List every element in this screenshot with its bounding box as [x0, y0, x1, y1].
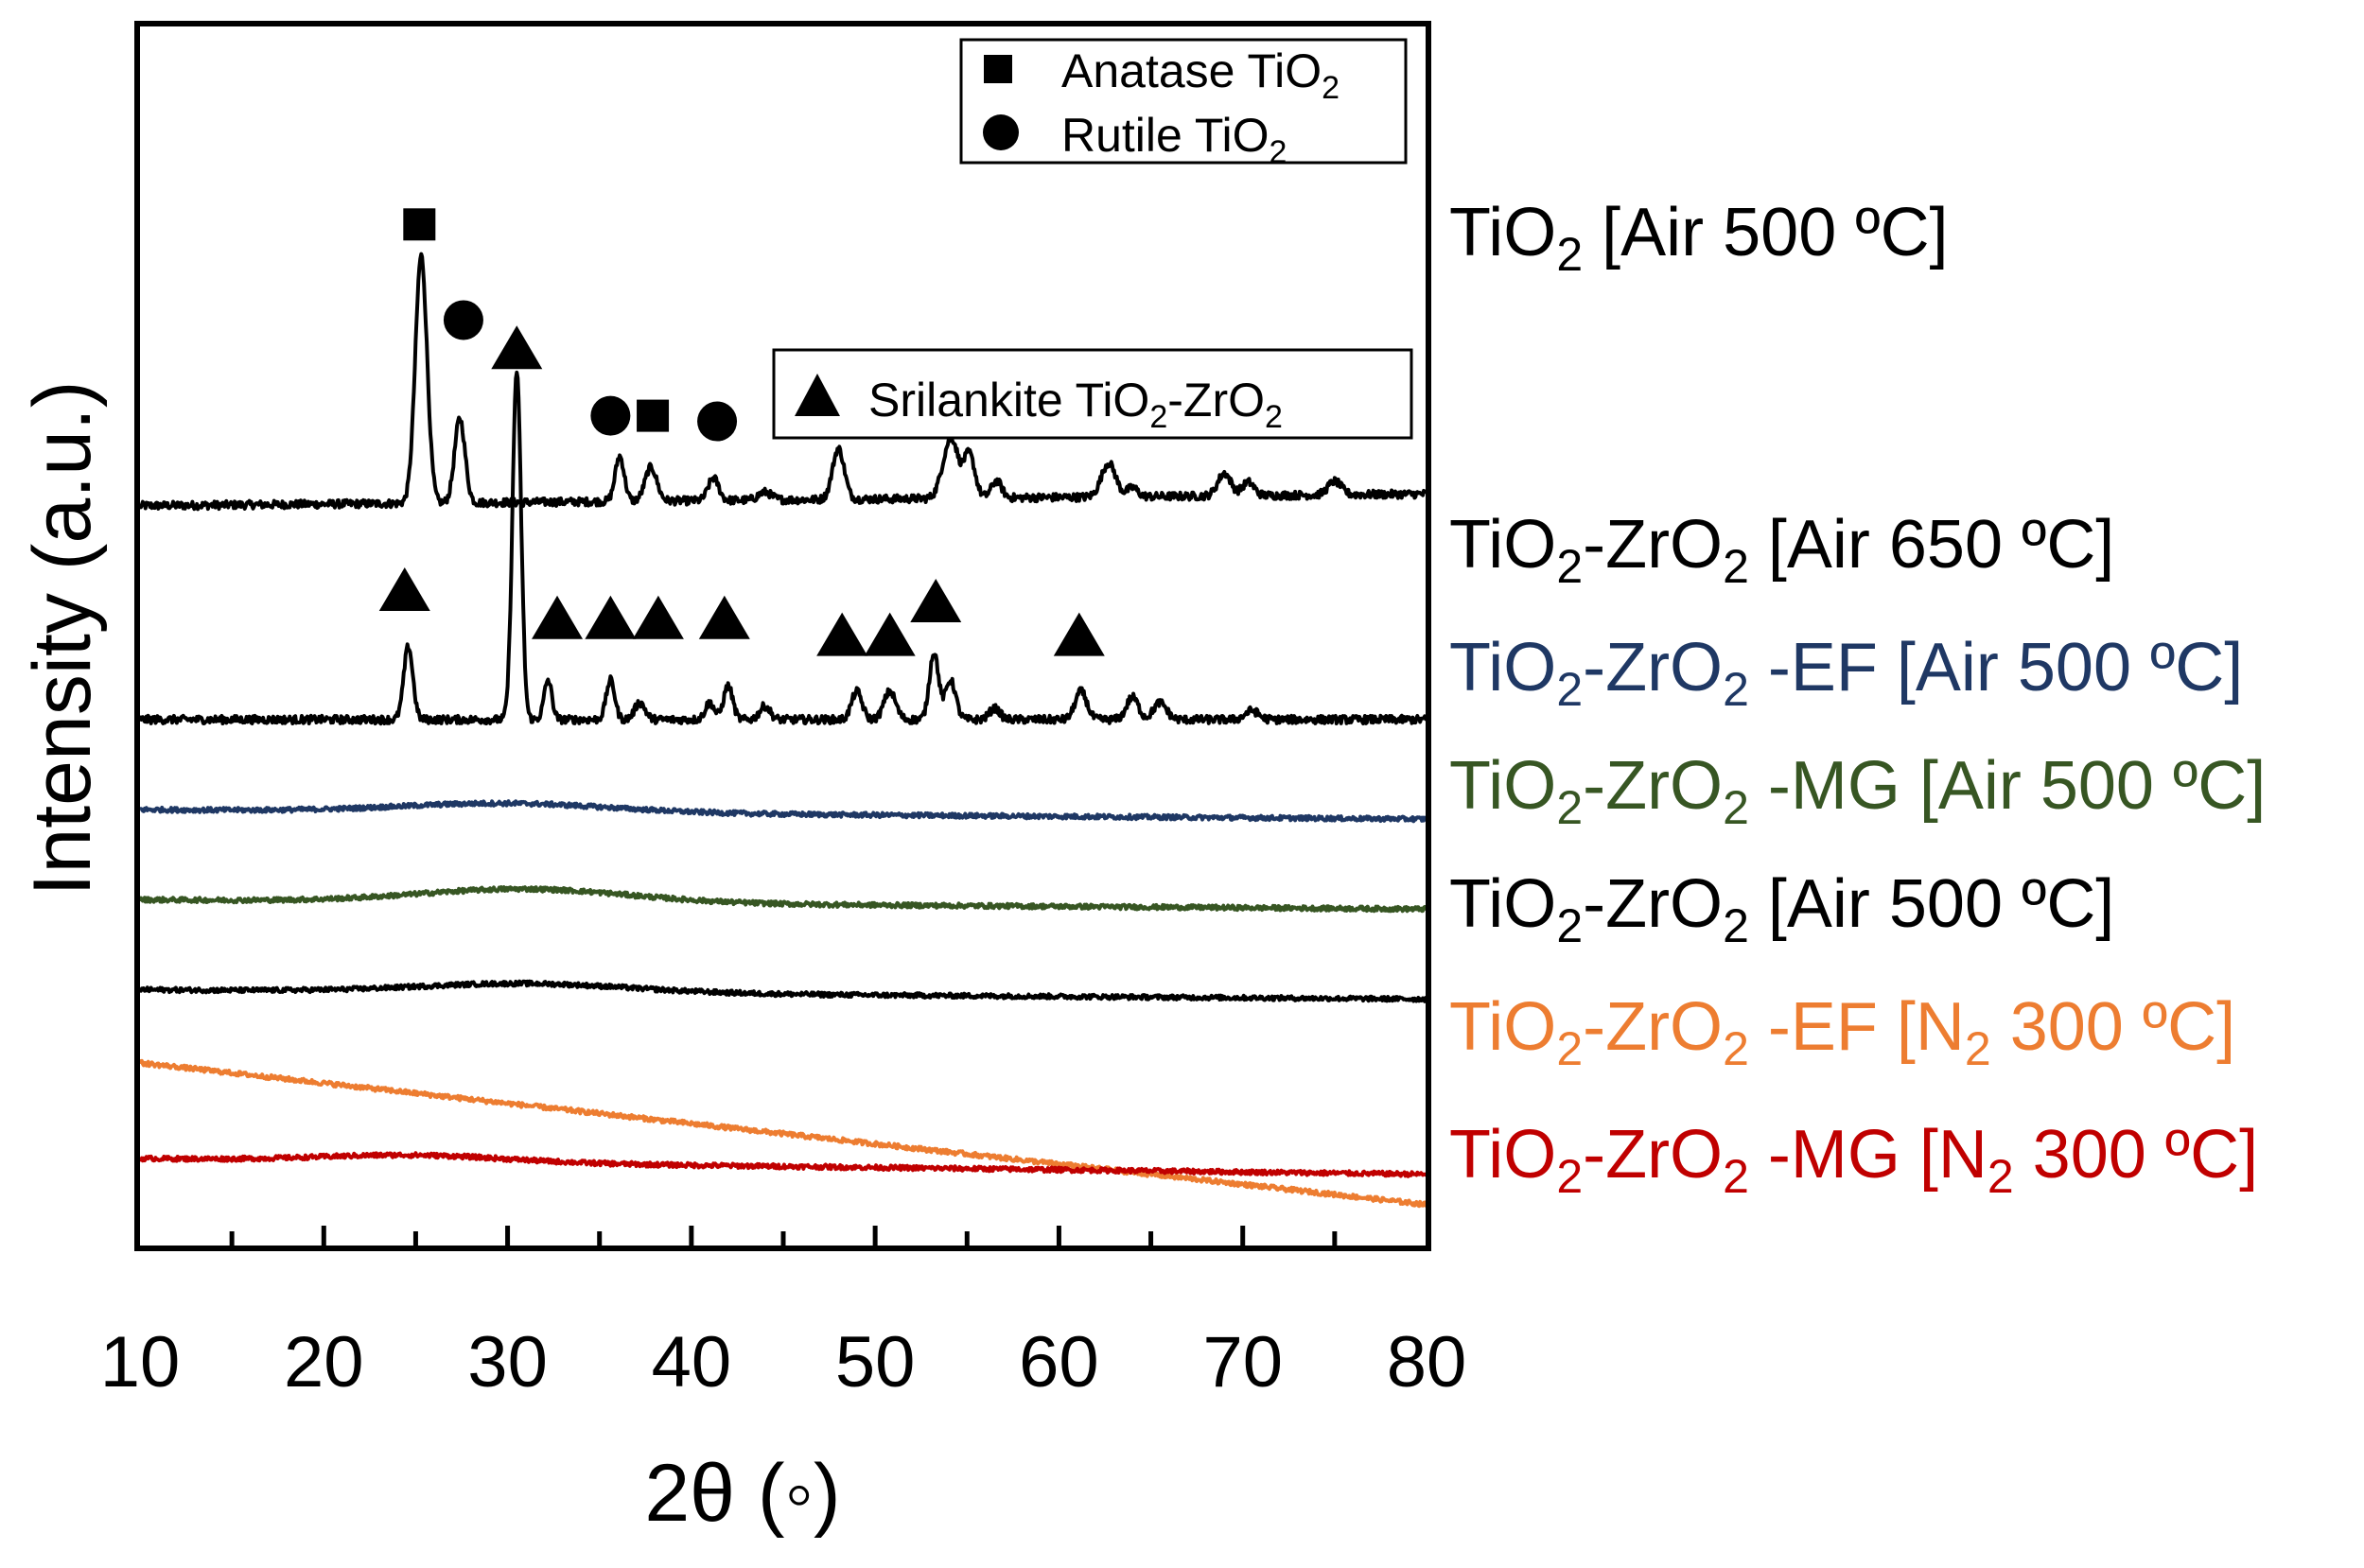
- peak-marker-triangle-1-0: [378, 567, 430, 612]
- series-label-6: TiO2-ZrO2 -MG [N2 300 ºC]: [1449, 1117, 2258, 1203]
- legend-rutile-label: Rutile TiO2: [1061, 109, 1287, 170]
- series-label-2: TiO2-ZrO2 -EF [Air 500 ºC]: [1449, 630, 2243, 716]
- legend-anatase-label: Anatase TiO2: [1061, 44, 1340, 106]
- peak-marker-square-0-3: [637, 399, 670, 432]
- peak-marker-triangle-1-1: [491, 325, 543, 370]
- peak-marker-triangle-1-9: [1053, 612, 1105, 656]
- series-label-4: TiO2-ZrO2 [Air 500 ºC]: [1449, 866, 2114, 952]
- legend-anatase-rutile: Anatase TiO2 Rutile TiO2: [959, 38, 1408, 170]
- legend-box-top: [959, 38, 1408, 165]
- x-tick-label-80: 80: [1387, 1322, 1467, 1402]
- x-tick-label-60: 60: [1019, 1322, 1099, 1402]
- peak-marker-square-0-0: [403, 208, 436, 241]
- series-label-3: TiO2-ZrO2 -MG [Air 500 ºC]: [1449, 748, 2266, 834]
- x-tick-label-10: 10: [100, 1322, 181, 1402]
- series-layer: [138, 252, 1428, 1209]
- series-line-6: [138, 1151, 1428, 1178]
- peak-marker-triangle-1-3: [585, 595, 637, 639]
- peak-marker-triangle-1-2: [532, 595, 584, 639]
- x-tick-label-20: 20: [284, 1322, 364, 1402]
- legend-circle-icon: [983, 114, 1019, 150]
- series-line-3: [138, 885, 1427, 914]
- x-tick-label-30: 30: [467, 1322, 548, 1402]
- series-line-2: [139, 799, 1428, 824]
- peak-marker-triangle-1-4: [632, 595, 684, 639]
- peak-marker-triangle-1-7: [864, 612, 916, 656]
- x-axis-title: 2θ (◦): [644, 1448, 840, 1539]
- peak-marker-triangle-1-6: [816, 612, 868, 656]
- x-axis-ticks: 10 20 30 40 50 60 70 80: [100, 1226, 1467, 1402]
- x-tick-label-40: 40: [652, 1322, 732, 1402]
- legend-srilankite-label: Srilankite TiO2-ZrO2: [868, 374, 1283, 435]
- series-label-0: TiO2 [Air 500 ºC]: [1449, 195, 1949, 281]
- peak-marker-circle-0-2: [590, 395, 631, 436]
- series-line-0: [138, 252, 1427, 512]
- x-tick-label-70: 70: [1202, 1322, 1283, 1402]
- series-label-5: TiO2-ZrO2 -EF [N2 300 ºC]: [1449, 989, 2235, 1075]
- legend-triangle-icon: [795, 374, 840, 416]
- y-axis-title: Intensity (a.u.): [17, 381, 108, 897]
- series-line-5: [138, 1058, 1428, 1209]
- series-label-1: TiO2-ZrO2 [Air 650 ºC]: [1449, 507, 2114, 593]
- legend-box-mid: [772, 348, 1413, 440]
- series-labels: TiO2 [Air 500 ºC] TiO2-ZrO2 [Air 650 ºC] T…: [1449, 195, 2266, 1203]
- legend-square-icon: [984, 55, 1012, 83]
- series-line-4: [138, 979, 1428, 1003]
- peak-marker-triangle-1-5: [698, 595, 750, 639]
- peak-marker-triangle-1-8: [910, 578, 962, 622]
- plot-frame: [134, 21, 1431, 1251]
- peak-marker-circle-0-1: [443, 300, 483, 340]
- legend-srilankite: Srilankite TiO2-ZrO2: [772, 348, 1413, 440]
- x-tick-label-50: 50: [835, 1322, 916, 1402]
- peak-marker-circle-0-4: [697, 401, 738, 442]
- series-line-1: [138, 370, 1428, 726]
